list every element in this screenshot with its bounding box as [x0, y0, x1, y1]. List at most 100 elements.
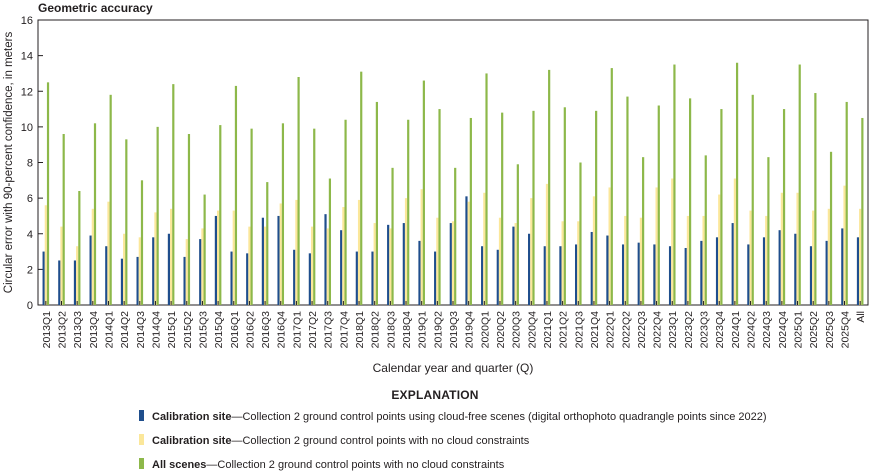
bar-calibration-no-cloud: [749, 210, 752, 305]
bar-calibration-no-cloud: [107, 201, 110, 305]
legend-swatch-dark-blue: [139, 410, 144, 421]
bar-calibration-cloud-free: [277, 215, 280, 305]
bar-calibration-cloud-free: [528, 233, 531, 305]
x-tick-label: 2016Q4: [276, 311, 288, 349]
legend-swatch-green: [139, 458, 144, 469]
bar-calibration-cloud-free: [731, 223, 734, 305]
bar-calibration-cloud-free: [449, 223, 452, 305]
x-tick-label: 2020Q3: [511, 311, 523, 349]
bar-calibration-no-cloud: [44, 205, 47, 305]
x-tick-label: 2024Q4: [777, 311, 789, 349]
bar-all-scenes: [735, 62, 739, 305]
y-axis-label: Circular error with 90-percent confidenc…: [3, 32, 15, 294]
x-tick-label: 2013Q3: [72, 311, 84, 349]
x-tick-label: 2022Q2: [620, 311, 632, 349]
bar-all-scenes: [438, 109, 441, 305]
x-tick-label: 2015Q2: [182, 311, 194, 349]
bar-calibration-no-cloud: [718, 194, 721, 305]
bar-all-scenes: [140, 180, 144, 305]
bar-all-scenes: [689, 98, 692, 305]
bar-calibration-cloud-free: [668, 246, 672, 305]
bar-calibration-no-cloud: [577, 221, 580, 305]
x-tick-label: 2024Q3: [761, 311, 773, 349]
bar-calibration-no-cloud: [185, 239, 188, 305]
bar-all-scenes: [297, 77, 300, 305]
bar-calibration-cloud-free: [199, 239, 202, 305]
x-tick-label: 2023Q2: [683, 311, 695, 349]
x-tick-label: All: [855, 311, 867, 323]
bar-calibration-no-cloud: [123, 233, 126, 305]
x-tick-label: 2013Q1: [41, 311, 53, 349]
bar-calibration-no-cloud: [765, 215, 768, 305]
bar-all-scenes: [266, 182, 269, 305]
bar-all-scenes: [501, 112, 504, 305]
bar-all-scenes: [281, 123, 285, 305]
x-tick-label: 2021Q3: [573, 311, 585, 349]
bar-calibration-no-cloud: [201, 228, 204, 305]
bar-calibration-no-cloud: [170, 208, 173, 305]
y-tick-label: 14: [21, 51, 33, 63]
bar-calibration-cloud-free: [637, 242, 640, 305]
bar-calibration-cloud-free: [621, 244, 625, 305]
x-tick-label: 2013Q2: [56, 311, 68, 349]
bar-calibration-cloud-free: [214, 215, 217, 305]
bar-calibration-cloud-free: [653, 244, 656, 305]
bar-calibration-cloud-free: [809, 246, 813, 305]
bar-calibration-cloud-free: [167, 233, 171, 305]
x-tick-label: 2018Q1: [354, 311, 366, 349]
legend-item-label-bold: All scenes: [152, 459, 207, 471]
bar-calibration-cloud-free: [434, 251, 437, 305]
bar-all-scenes: [62, 134, 65, 305]
bar-all-scenes: [704, 155, 707, 305]
x-tick-label: 2016Q1: [229, 311, 241, 349]
bar-calibration-cloud-free: [387, 224, 390, 305]
bar-calibration-cloud-free: [402, 223, 405, 305]
bar-all-scenes: [391, 167, 394, 305]
bar-calibration-no-cloud: [342, 207, 345, 305]
x-tick-label: 2023Q1: [667, 311, 679, 349]
bar-calibration-no-cloud: [436, 217, 439, 305]
bar-all-scenes: [125, 139, 128, 305]
bar-calibration-cloud-free: [324, 214, 327, 305]
bar-all-scenes: [798, 64, 801, 305]
x-tick-label: 2021Q4: [589, 311, 601, 349]
bar-calibration-no-cloud: [389, 228, 392, 305]
x-tick-label: 2021Q1: [542, 311, 554, 349]
bar-calibration-no-cloud: [467, 201, 470, 305]
x-tick-label: 2024Q2: [746, 311, 758, 349]
bar-calibration-cloud-free: [371, 251, 374, 305]
x-tick-label: 2014Q4: [150, 311, 162, 349]
x-tick-label: 2017Q1: [291, 311, 303, 349]
x-tick-label: 2022Q1: [605, 311, 617, 349]
bar-all-scenes: [78, 191, 81, 305]
bar-calibration-cloud-free: [590, 231, 593, 305]
x-tick-label: 2025Q1: [793, 311, 805, 349]
y-tick-label: 6: [27, 193, 33, 205]
bar-calibration-no-cloud: [326, 228, 329, 305]
bar-calibration-cloud-free: [825, 240, 828, 305]
bar-calibration-cloud-free: [246, 253, 249, 305]
x-tick-label: 2014Q3: [135, 311, 147, 349]
bar-calibration-cloud-free: [762, 237, 766, 305]
bar-calibration-cloud-free: [700, 240, 703, 305]
bar-calibration-no-cloud: [733, 178, 736, 305]
bar-all-scenes: [720, 109, 723, 305]
x-tick-label: 2020Q2: [495, 311, 507, 349]
bar-calibration-no-cloud: [561, 221, 564, 305]
x-tick-label: 2017Q3: [323, 311, 335, 349]
bar-all-scenes: [782, 109, 786, 305]
x-tick-label: 2022Q4: [652, 311, 664, 349]
bar-calibration-cloud-free: [543, 246, 546, 305]
bar-calibration-cloud-free: [496, 249, 499, 305]
x-tick-label: 2018Q4: [401, 311, 413, 349]
bar-calibration-no-cloud: [859, 208, 862, 305]
bar-calibration-no-cloud: [451, 221, 455, 305]
bar-calibration-cloud-free: [340, 230, 343, 305]
bar-calibration-no-cloud: [248, 226, 251, 305]
bar-all-scenes: [485, 73, 488, 305]
x-tick-label: 2018Q3: [385, 311, 397, 349]
bar-calibration-no-cloud: [310, 226, 314, 305]
x-tick-label: 2014Q1: [103, 311, 115, 349]
legend-item-label-bold: Calibration site: [152, 411, 232, 423]
x-tick-label: 2019Q2: [432, 311, 444, 349]
